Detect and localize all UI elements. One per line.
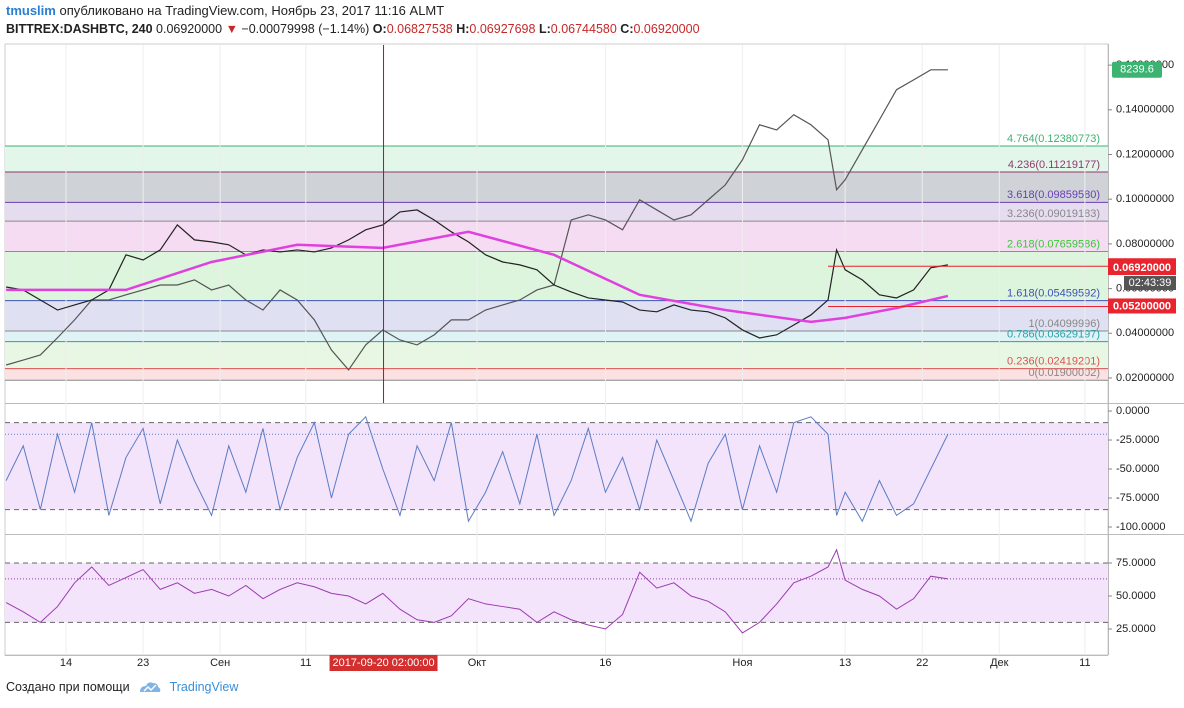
- open: 0.06827538: [386, 22, 453, 36]
- close: 0.06920000: [633, 22, 700, 36]
- fib-band: [5, 202, 1108, 222]
- change: −0.00079998 (−1.14%): [241, 22, 370, 36]
- x-tick-label: Сен: [210, 657, 230, 669]
- y-tick-label: 0.12000000: [1116, 148, 1174, 160]
- y-tick-label: 25.0000: [1116, 623, 1156, 635]
- y-tick-label: 50.0000: [1116, 590, 1156, 602]
- series-line: [6, 209, 948, 339]
- fib-band: [5, 341, 1108, 369]
- fib-label: 0.236(0.02419201): [1007, 356, 1100, 368]
- header-line-2: BITTREX:DASHBTC, 240 0.06920000 ▼ −0.000…: [6, 22, 700, 36]
- countdown-box: [1124, 276, 1176, 291]
- footer: Создано при помощи TradingView: [6, 680, 238, 694]
- fib-band: [5, 368, 1108, 381]
- price-label: 0.05200000: [1113, 300, 1171, 312]
- y-tick-label: 0.04000000: [1116, 327, 1174, 339]
- fib-band: [5, 171, 1108, 203]
- y-tick-label: -50.0000: [1116, 463, 1159, 475]
- x-tick-label: 13: [839, 657, 851, 669]
- brand[interactable]: TradingView: [169, 680, 239, 694]
- symbol: BITTREX:DASHBTC, 240: [6, 22, 153, 36]
- fib-label: 0(0.01900002): [1028, 367, 1100, 379]
- footer-text: Создано при помощи: [6, 680, 130, 694]
- brand-icon: [139, 682, 160, 692]
- o-label: O:: [372, 22, 387, 36]
- last-value-label: 8239.6: [1120, 64, 1154, 76]
- x-tick-label: 14: [60, 657, 72, 669]
- series-line: [5, 69, 948, 371]
- price-label: 0.06920000: [1113, 262, 1171, 274]
- marks: 4.764(0.12380773) 4.236(0.11219177) 3.618(…: [5, 45, 1176, 671]
- fib-band: [5, 300, 1108, 332]
- l-label: L:: [538, 22, 551, 36]
- fib-label: 3.618(0.09859580): [1007, 189, 1100, 201]
- x-tick-label: 16: [599, 657, 611, 669]
- fib-band: [5, 221, 1108, 252]
- y-tick-label: 75.0000: [1116, 557, 1156, 569]
- price-label-box: [1108, 260, 1176, 276]
- y-tick-label: 0.08000000: [1116, 238, 1174, 250]
- last-price: 0.06920000: [156, 22, 223, 36]
- fib-label: 1.618(0.05459592): [1007, 288, 1100, 300]
- x-tick-label: Окт: [468, 657, 487, 669]
- x-tick-label: 23: [137, 657, 149, 669]
- fib-band: [5, 145, 1108, 172]
- fib-label: 3.236(0.09019183): [1007, 208, 1100, 220]
- cursor-box: [329, 655, 438, 671]
- fib-label: 1(0.04099996): [1028, 318, 1100, 330]
- fib-label: 0.786(0.03629197): [1007, 328, 1100, 340]
- x-tick-label: 11: [300, 657, 311, 669]
- fib-label: 4.764(0.12380773): [1007, 133, 1100, 145]
- fib-label: 2.618(0.07659586): [1007, 238, 1100, 250]
- last-value-box: [1112, 61, 1162, 78]
- series-line: [5, 548, 948, 634]
- high: 0.06927698: [469, 22, 536, 36]
- y-tick-label: 0.14000000: [1116, 104, 1174, 116]
- published: опубликовано на TradingView.com, Ноябрь …: [59, 3, 445, 18]
- low: 0.06744580: [550, 22, 617, 36]
- h-label: H:: [456, 22, 470, 36]
- price-label-box: [1108, 298, 1176, 314]
- y-tick-label: 0.02000000: [1116, 372, 1174, 384]
- series-line: [6, 230, 949, 324]
- x-tick-label: 11: [1079, 657, 1090, 669]
- fib-label: 4.236(0.11219177): [1008, 159, 1100, 171]
- y-tick-label: 0.0000: [1116, 405, 1150, 417]
- header-line-1: tmuslim опубликовано на TradingView.com,…: [6, 3, 444, 18]
- y-tick-label: 0.10000000: [1116, 193, 1174, 205]
- x-tick-label: Ноя: [732, 657, 752, 669]
- cursor-label: 2017-09-20 02:00:00: [332, 657, 434, 669]
- countdown: 02:43:39: [1129, 277, 1172, 289]
- y-tick-label: -100.0000: [1116, 521, 1166, 533]
- arrow: ▼: [225, 22, 238, 36]
- user-link[interactable]: tmuslim: [6, 3, 56, 18]
- x-tick-label: 22: [916, 657, 928, 669]
- y-tick-label: -25.0000: [1116, 434, 1159, 446]
- series-line: [5, 415, 949, 523]
- fib-band: [5, 331, 1108, 342]
- y-tick-label: -75.0000: [1116, 492, 1159, 504]
- c-label: C:: [620, 22, 634, 36]
- x-tick-label: Дек: [990, 657, 1009, 669]
